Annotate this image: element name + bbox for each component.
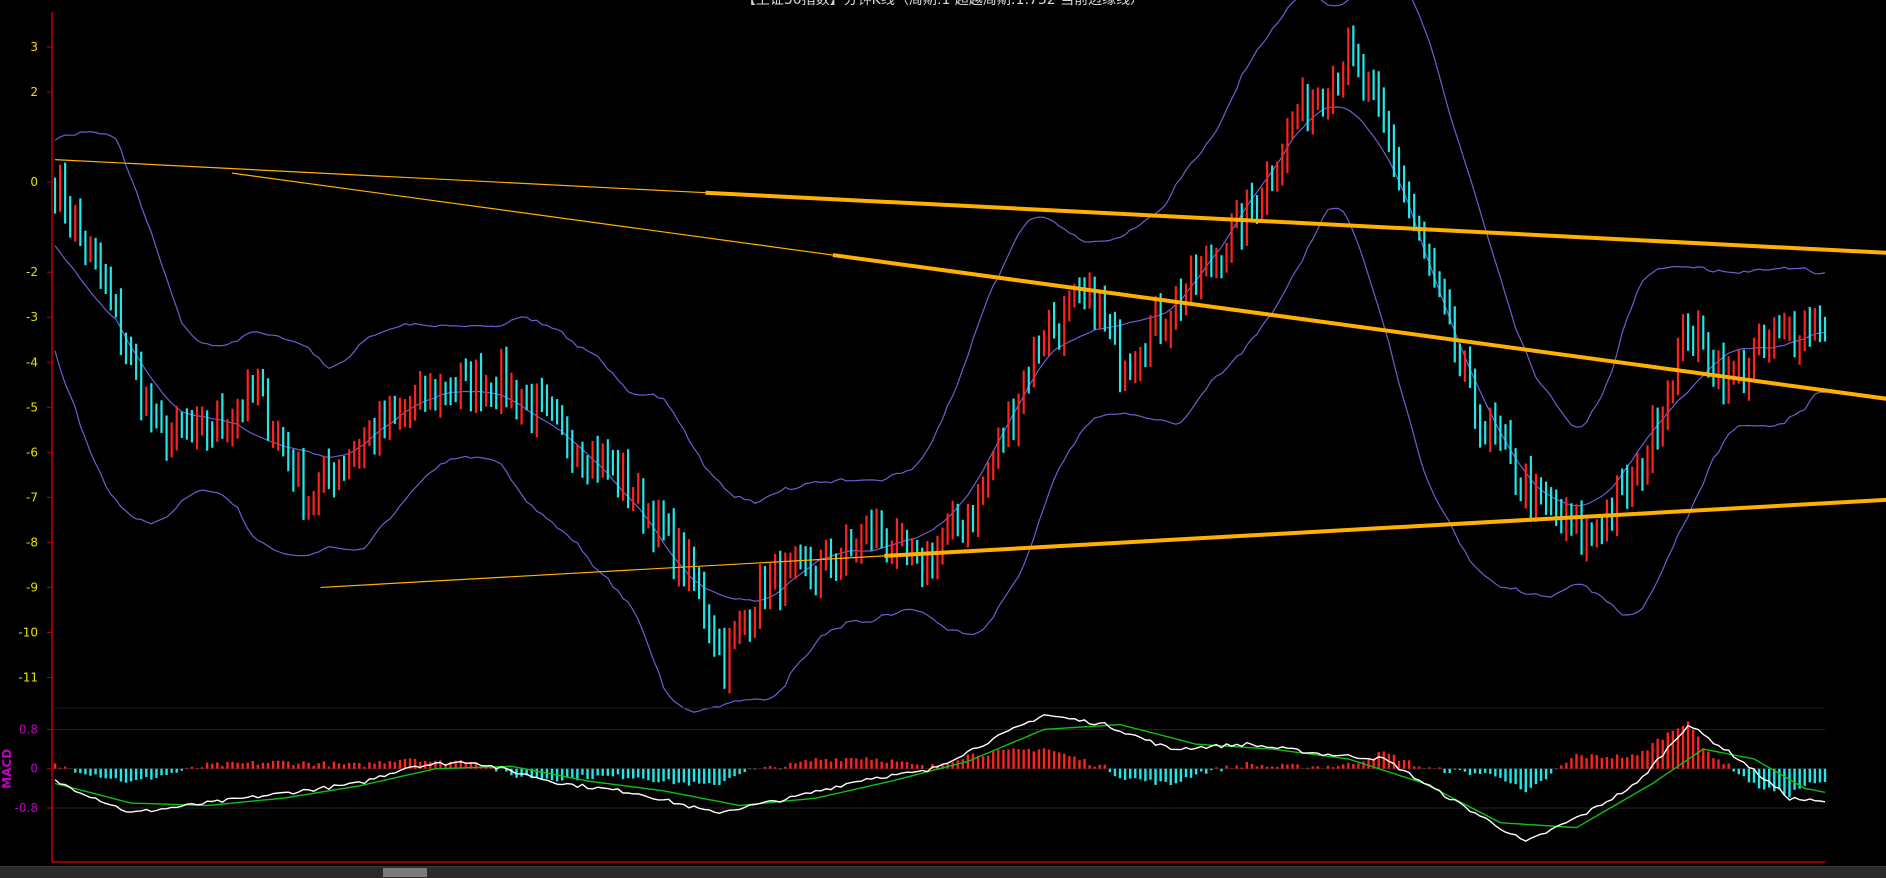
scrollbar-thumb[interactable] [383, 868, 427, 877]
trend-line [832, 253, 1886, 401]
candles [53, 25, 1827, 694]
y-tick-label: -3 [26, 310, 38, 324]
y-tick-label: -2 [26, 265, 38, 279]
trend-line [884, 497, 1886, 558]
chart-title: 【上证50指数】分钟K线（周期:1 超越周期:1.732 当前边缘线） [742, 0, 1144, 8]
band-lower-line [54, 207, 1826, 713]
y-tick-label: -4 [26, 355, 38, 369]
band-upper-line [54, 0, 1826, 504]
y-tick-label: -9 [26, 580, 38, 594]
y-tick-label: 3 [30, 40, 38, 54]
y-tick-label: -11 [18, 670, 38, 684]
horizontal-scrollbar[interactable] [0, 866, 1886, 878]
y-tick-label: -6 [26, 445, 38, 459]
y-tick-label: -10 [18, 625, 38, 639]
trend-line-tail [231, 172, 833, 256]
macd-y-tick-label: 0.8 [19, 722, 38, 736]
y-tick-label: 2 [30, 85, 38, 99]
trend-line-tail [54, 159, 706, 194]
y-tick-label: -8 [26, 535, 38, 549]
macd-dif-line [54, 714, 1826, 842]
y-tick-label: -7 [26, 490, 38, 504]
macd-dea-line [54, 723, 1826, 829]
trend-line [705, 190, 1886, 255]
y-tick-label: 0 [30, 175, 38, 189]
y-tick-label: -5 [26, 400, 38, 414]
macd-label: MACD [0, 749, 14, 789]
trend-line-tail [320, 555, 885, 589]
macd-y-tick-label: 0 [30, 762, 38, 776]
trend-lines [54, 159, 1886, 589]
macd-y-tick-label: -0.8 [15, 801, 38, 815]
macd-panel [53, 714, 1827, 842]
